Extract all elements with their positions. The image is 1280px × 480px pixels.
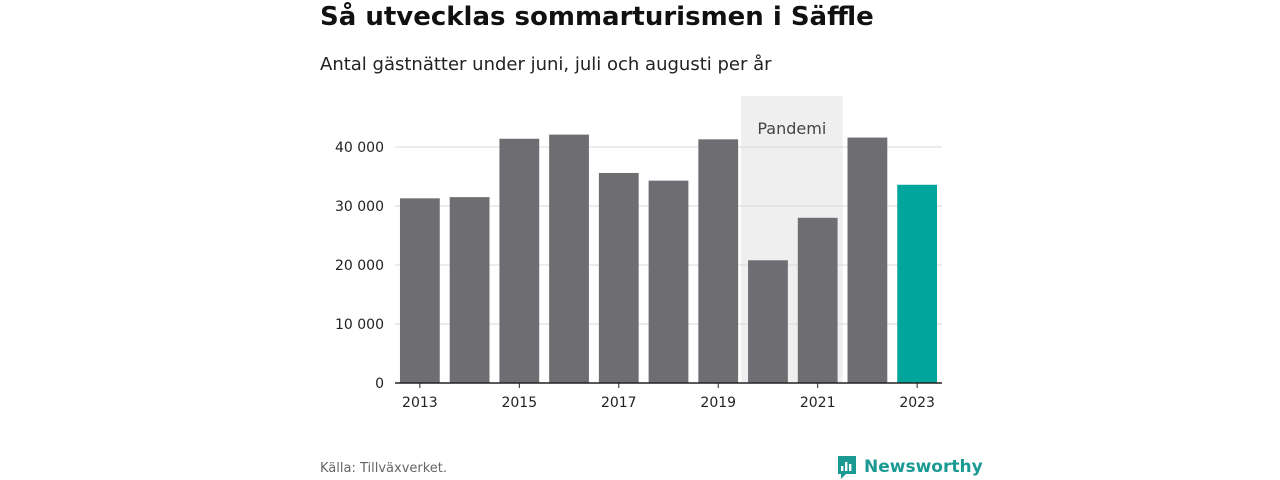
bar-2014 <box>449 197 490 383</box>
pandemic-label: Pandemi <box>757 119 826 138</box>
bar-2018 <box>648 180 689 383</box>
x-tick-label: 2013 <box>402 395 438 411</box>
y-tick-label: 10 000 <box>335 317 384 333</box>
chart-subtitle: Antal gästnätter under juni, juli och au… <box>320 54 772 75</box>
bar-2020 <box>748 260 788 383</box>
bar-2017 <box>598 172 639 383</box>
x-tick-label: 2015 <box>501 395 537 411</box>
y-tick-label: 20 000 <box>335 258 384 274</box>
y-tick-label: 30 000 <box>335 199 384 215</box>
source-note: Källa: Tillväxverket. <box>320 461 448 476</box>
x-tick-label: 2017 <box>601 395 637 411</box>
x-axis-ticks: 2013 2015 2017 2019 2021 2023 <box>402 383 935 411</box>
bar-2013 <box>399 198 440 383</box>
bar-2016 <box>549 134 589 383</box>
x-tick-label: 2023 <box>899 395 935 411</box>
bar-2021 <box>797 217 838 383</box>
bar-2022 <box>847 137 888 383</box>
y-axis-ticks: 0 10 000 20 000 30 000 40 000 <box>335 140 384 392</box>
newsworthy-logo-icon <box>838 456 856 479</box>
bar-2023 <box>897 184 938 383</box>
bars <box>399 134 938 383</box>
y-tick-label: 0 <box>375 376 384 392</box>
x-tick-label: 2019 <box>700 395 736 411</box>
chart-title: Så utvecklas sommarturismen i Säffle <box>320 2 874 32</box>
bar-2015 <box>499 138 540 383</box>
bar-2019 <box>698 139 739 383</box>
y-tick-label: 40 000 <box>335 140 384 156</box>
newsworthy-logo: Newsworthy <box>836 454 983 480</box>
newsworthy-brand-text: Newsworthy <box>864 457 983 477</box>
x-tick-label: 2021 <box>800 395 836 411</box>
